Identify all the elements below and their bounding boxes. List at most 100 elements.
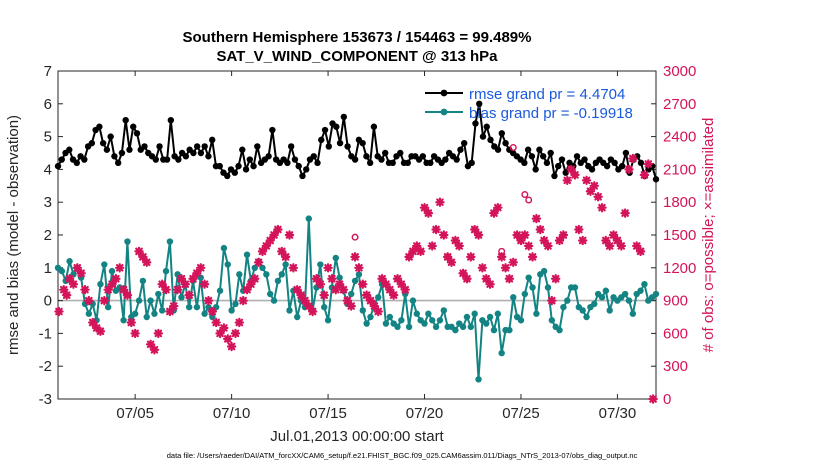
legend-marker xyxy=(440,89,448,97)
obs-possible-point xyxy=(521,191,529,199)
rmse-point xyxy=(239,146,246,153)
bias-point xyxy=(324,317,332,324)
bias-point xyxy=(359,307,366,314)
bias-point xyxy=(348,290,355,298)
bias-point xyxy=(602,287,610,294)
obs-assimilated-point xyxy=(269,230,279,240)
rmse-point xyxy=(231,169,238,176)
obs-assimilated-point xyxy=(95,326,106,336)
footnote: data file: /Users/raeder/DAI/ATM_forcXX/… xyxy=(167,451,638,460)
obs-assimilated-point xyxy=(99,295,109,306)
obs-assimilated-point xyxy=(435,197,445,207)
obs-assimilated-stroke xyxy=(567,165,575,174)
rmse-point xyxy=(216,162,223,170)
obs-possible-point xyxy=(498,247,506,255)
obs-assimilated-stroke xyxy=(586,187,595,196)
rmse-point xyxy=(472,120,479,127)
obs-assimilated-point xyxy=(512,230,522,240)
obs-assimilated-stroke xyxy=(204,296,213,305)
obs-assimilated-stroke xyxy=(413,242,421,250)
rmse-point xyxy=(370,123,378,130)
bias-point xyxy=(471,310,478,317)
rmse-point xyxy=(175,156,182,163)
obs-assimilated-point xyxy=(562,175,572,186)
bias-point xyxy=(548,317,556,324)
obs-assimilated-point xyxy=(450,235,461,246)
obs-assimilated-stroke xyxy=(424,209,433,217)
rmse-point xyxy=(156,143,163,150)
obs-assimilated-point xyxy=(250,274,260,284)
rmse-point xyxy=(558,156,566,163)
bias-point xyxy=(143,313,150,321)
obs-assimilated-stroke xyxy=(223,335,232,343)
rmse-point xyxy=(152,156,159,163)
obs-assimilated-stroke xyxy=(382,280,390,288)
obs-assimilated-stroke xyxy=(189,274,197,283)
obs-assimilated-stroke xyxy=(551,274,560,283)
rmse-point xyxy=(118,149,126,157)
obs-assimilated-stroke xyxy=(312,274,321,283)
rmse-point xyxy=(66,146,73,153)
bias-point xyxy=(432,323,440,331)
obs-assimilated-stroke xyxy=(304,302,313,310)
obs-assimilated-stroke xyxy=(73,264,82,272)
obs-assimilated-stroke xyxy=(339,285,348,294)
obs-possible-point xyxy=(509,144,517,152)
obs-assimilated-stroke xyxy=(602,236,610,245)
obs-assimilated-point xyxy=(199,279,210,289)
obs-assimilated-stroke xyxy=(649,395,657,403)
obs-assimilated-point xyxy=(122,290,133,300)
bias-point xyxy=(151,310,158,317)
obs-assimilated-stroke xyxy=(331,285,340,294)
rmse-point xyxy=(130,123,137,130)
obs-assimilated-point xyxy=(547,295,557,306)
bias-point xyxy=(178,294,185,301)
obs-assimilated-stroke xyxy=(212,318,220,327)
bias-point xyxy=(556,326,563,334)
y-axis-label-left: rmse and bias (model - observation) xyxy=(5,115,22,355)
obs-assimilated-point xyxy=(315,279,326,289)
obs-assimilated-point xyxy=(76,268,86,278)
rmse-point xyxy=(611,159,618,167)
obs-assimilated-point xyxy=(593,192,603,202)
obs-assimilated-point xyxy=(419,202,430,213)
obs-assimilated-point xyxy=(558,230,569,240)
obs-assimilated-point xyxy=(161,284,171,295)
rmse-point xyxy=(419,153,427,160)
rmse-point xyxy=(163,156,171,163)
rmse-point xyxy=(551,172,558,180)
obs-assimilated-stroke xyxy=(598,203,606,212)
rmse-point xyxy=(378,156,385,163)
obs-assimilated-stroke xyxy=(409,247,417,256)
obs-assimilated-point xyxy=(365,295,376,306)
bias-point xyxy=(591,300,598,308)
rmse-point xyxy=(167,117,175,124)
bias-point xyxy=(321,303,328,311)
obs-assimilated-stroke xyxy=(254,258,263,267)
obs-assimilated-point xyxy=(238,295,248,306)
rmse-point xyxy=(114,159,122,167)
obs-assimilated-point xyxy=(288,263,299,273)
rmse-point xyxy=(468,159,475,167)
y-left-tick-label: 1 xyxy=(44,260,52,277)
obs-assimilated-stroke xyxy=(185,291,193,299)
obs-assimilated-point xyxy=(134,246,144,257)
obs-assimilated-point xyxy=(219,323,229,333)
rmse-point xyxy=(299,172,306,180)
rmse-point xyxy=(336,139,344,147)
obs-assimilated-stroke xyxy=(490,209,498,217)
obs-assimilated-point xyxy=(635,246,646,257)
rmse-point xyxy=(133,130,141,137)
obs-assimilated-stroke xyxy=(289,264,298,272)
rmse-point xyxy=(242,166,250,173)
obs-assimilated-point xyxy=(500,263,511,273)
obs-assimilated-stroke xyxy=(335,280,344,288)
rmse-point xyxy=(246,156,254,163)
bias-point xyxy=(351,277,359,285)
obs-assimilated-stroke xyxy=(281,253,290,261)
obs-assimilated-point xyxy=(149,345,160,355)
obs-assimilated-stroke xyxy=(127,318,136,327)
rmse-point xyxy=(303,166,310,173)
obs-assimilated-point xyxy=(648,394,658,404)
obs-assimilated-stroke xyxy=(235,318,244,327)
